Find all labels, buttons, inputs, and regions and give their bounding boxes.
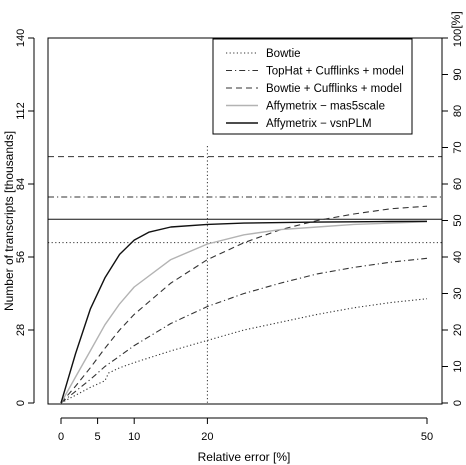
series-line-2: [60, 205, 428, 404]
y-tick-label-4: 112: [15, 102, 27, 120]
reference-lines: [48, 146, 442, 404]
x-tick-label-4: 50: [421, 431, 433, 443]
y2-tick-label-4: 40: [452, 251, 464, 263]
series-line-0: [60, 298, 428, 404]
y-tick-label-0: 0: [15, 400, 27, 406]
y2-tick-label-2: 20: [452, 324, 464, 336]
y2-tick-label-8: 80: [452, 105, 464, 117]
x-tick-label-3: 20: [201, 431, 213, 443]
series-line-4: [60, 220, 428, 404]
y-tick-label-5: 140: [15, 29, 27, 47]
legend: Bowtie TopHat + Cufflinks + model Bowtie +…: [212, 38, 413, 135]
x-tick-label-1: 5: [95, 431, 101, 443]
x-axis-title: Relative error [%]: [198, 450, 291, 464]
y2-tick-label-7: 70: [452, 141, 464, 153]
y2-tick-label-6: 60: [452, 178, 464, 190]
y-tick-label-1: 28: [15, 324, 27, 336]
y2-tick-label-5: 50: [452, 214, 464, 226]
y2-axis-title: [%]: [449, 11, 463, 28]
legend-label-4: Affymetrix − vsnPLM: [266, 118, 372, 130]
series-lines: [60, 205, 428, 404]
x-tick-label-0: 0: [58, 431, 64, 443]
axes: 0 5 10 20 50 0 28 56 84 112 140 0 10 20 30 40 50 60 70 80 90…: [15, 29, 464, 443]
series-line-1: [60, 257, 428, 404]
y2-tick-label-0: 0: [452, 400, 464, 406]
y-tick-label-2: 56: [15, 251, 27, 263]
x-tick-label-2: 10: [128, 431, 140, 443]
legend-label-2: Bowtie + Cufflinks + model: [266, 83, 402, 95]
y2-tick-label-9: 90: [452, 68, 464, 80]
y2-tick-label-1: 10: [452, 360, 464, 372]
y-axis-title: Number of transcripts [thousands]: [2, 131, 16, 311]
legend-label-0: Bowtie: [266, 48, 301, 60]
y2-tick-label-3: 30: [452, 287, 464, 299]
legend-label-1: TopHat + Cufflinks + model: [266, 66, 404, 78]
legend-label-3: Affymetrix − mas5scale: [266, 101, 385, 113]
y2-tick-label-10: 100: [452, 29, 464, 47]
legend-box: [212, 38, 413, 135]
y-tick-label-3: 84: [15, 178, 27, 190]
series-line-3: [60, 221, 428, 404]
